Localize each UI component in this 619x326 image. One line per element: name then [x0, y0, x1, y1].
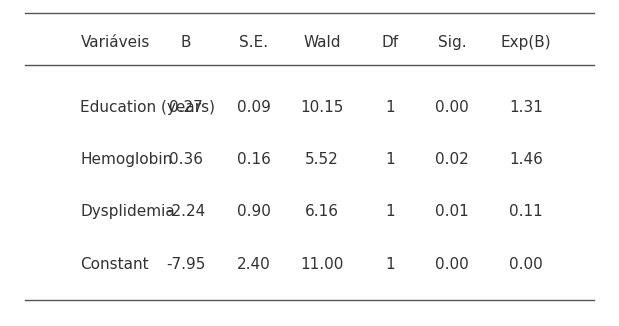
- Text: 0.16: 0.16: [237, 152, 271, 167]
- Text: 0.27: 0.27: [169, 100, 202, 115]
- Text: 0.00: 0.00: [435, 100, 469, 115]
- Text: 0.02: 0.02: [435, 152, 469, 167]
- Text: 1.31: 1.31: [509, 100, 543, 115]
- Text: 11.00: 11.00: [300, 257, 344, 272]
- Text: Wald: Wald: [303, 35, 340, 50]
- Text: 6.16: 6.16: [305, 204, 339, 219]
- Text: 1: 1: [385, 152, 395, 167]
- Text: 2.40: 2.40: [237, 257, 271, 272]
- Text: 0.09: 0.09: [237, 100, 271, 115]
- Text: Hemoglobin: Hemoglobin: [80, 152, 173, 167]
- Text: S.E.: S.E.: [239, 35, 269, 50]
- Text: 10.15: 10.15: [300, 100, 344, 115]
- Text: 0.36: 0.36: [169, 152, 202, 167]
- Text: 1: 1: [385, 100, 395, 115]
- Text: 1: 1: [385, 257, 395, 272]
- Text: Variáveis: Variáveis: [80, 35, 150, 50]
- Text: 0.00: 0.00: [509, 257, 543, 272]
- Text: 0.01: 0.01: [435, 204, 469, 219]
- Text: 0.00: 0.00: [435, 257, 469, 272]
- Text: 0.11: 0.11: [509, 204, 543, 219]
- Text: Dysplidemia: Dysplidemia: [80, 204, 175, 219]
- Text: -7.95: -7.95: [166, 257, 206, 272]
- Text: Education (years): Education (years): [80, 100, 215, 115]
- Text: -2.24: -2.24: [166, 204, 206, 219]
- Text: 5.52: 5.52: [305, 152, 339, 167]
- Text: Sig.: Sig.: [438, 35, 466, 50]
- Text: 1.46: 1.46: [509, 152, 543, 167]
- Text: B: B: [181, 35, 191, 50]
- Text: Constant: Constant: [80, 257, 149, 272]
- Text: 1: 1: [385, 204, 395, 219]
- Text: Exp(B): Exp(B): [501, 35, 552, 50]
- Text: Df: Df: [381, 35, 399, 50]
- Text: 0.90: 0.90: [237, 204, 271, 219]
